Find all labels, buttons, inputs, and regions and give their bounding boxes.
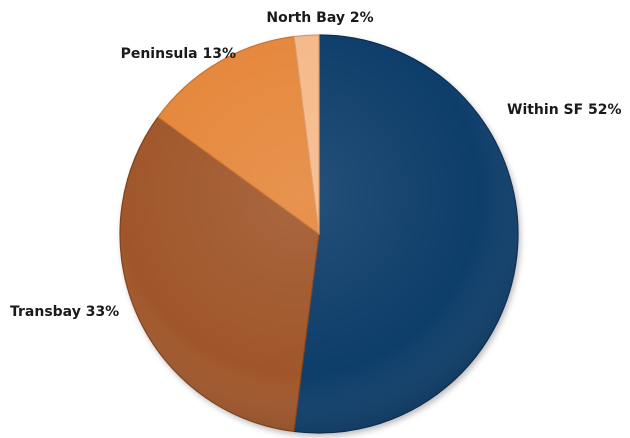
pie-slice-within-sf xyxy=(293,34,519,434)
slice-label-peninsula: Peninsula 13% xyxy=(121,46,236,62)
pie-slices xyxy=(119,34,519,434)
slice-label-north-bay: North Bay 2% xyxy=(266,10,373,26)
slice-label-within-sf: Within SF 52% xyxy=(507,102,622,118)
pie-labels: Within SF 52% Transbay 33% Peninsula 13% No… xyxy=(10,10,622,320)
slice-label-transbay: Transbay 33% xyxy=(10,304,119,320)
